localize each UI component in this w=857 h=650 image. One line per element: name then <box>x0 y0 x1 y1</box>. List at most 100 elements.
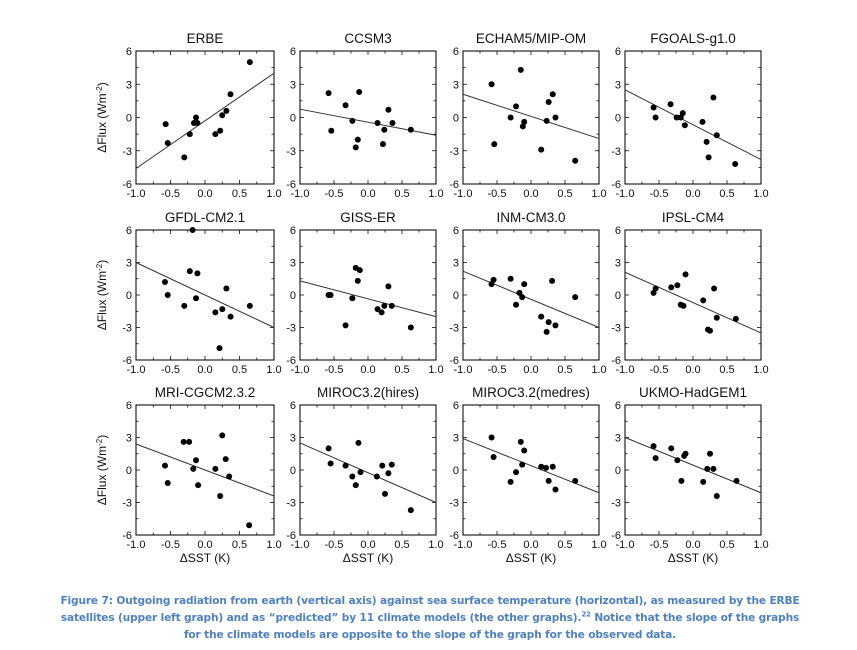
data-point <box>164 139 171 146</box>
data-point <box>194 120 201 127</box>
y-tick-label: -6 <box>122 355 132 367</box>
y-tick-label: 0 <box>126 290 132 302</box>
y-tick-label: 0 <box>126 465 132 477</box>
y-tick-label: 6 <box>290 400 296 412</box>
data-point <box>713 493 720 499</box>
y-tick-label: 6 <box>126 400 132 412</box>
data-point <box>382 490 388 497</box>
data-point <box>521 447 528 454</box>
data-point <box>490 454 497 460</box>
x-tick-label: -0.5 <box>161 364 180 376</box>
data-point <box>349 473 356 480</box>
y-tick-label: 0 <box>290 465 296 477</box>
x-tick-label: 0.0 <box>685 188 700 200</box>
data-point <box>349 117 356 124</box>
data-point <box>668 445 675 452</box>
y-tick-label: -3 <box>122 146 132 158</box>
data-point <box>538 463 545 470</box>
data-point <box>212 465 219 472</box>
data-point <box>652 285 659 292</box>
panel-title: ERBE <box>187 31 224 46</box>
data-point <box>407 507 414 514</box>
data-point <box>711 285 718 292</box>
data-point <box>246 522 253 529</box>
x-tick-label: 0.0 <box>523 539 538 551</box>
plot-frame <box>299 50 437 185</box>
data-point <box>217 127 224 134</box>
data-point <box>707 327 713 334</box>
data-point <box>650 443 657 450</box>
y-tick-label: 3 <box>126 79 132 91</box>
x-tick-label: -0.5 <box>488 364 507 376</box>
data-point <box>389 120 396 127</box>
data-point <box>186 438 193 445</box>
data-point <box>379 141 386 148</box>
y-tick-label: 0 <box>126 113 132 125</box>
x-tick-label: -1.0 <box>616 364 635 376</box>
data-point <box>713 314 720 321</box>
y-tick-label: -3 <box>449 146 459 158</box>
y-tick-label: 6 <box>453 225 459 237</box>
data-point <box>226 473 233 480</box>
y-tick-label: -6 <box>449 179 459 191</box>
plot-frame <box>299 229 437 361</box>
panel-mri-cgcm2-3-2: MRI-CGCM2.3.2 -1.0 -0.5 0.0 0.5 1.0 6 3 0 -3 -6 ΔFl… <box>95 385 282 565</box>
data-point <box>700 478 707 485</box>
panel-gfdl-cm2-1: GFDL-CM2.1 -1.0 -0.5 0.0 0.5 1.0 6 3 0 -3 -6 ΔFlux … <box>95 210 282 376</box>
data-point <box>327 292 334 298</box>
caption-text-1: Figure 7: Outgoing radiation from earth … <box>60 595 800 624</box>
y-tick-label: -6 <box>122 179 132 191</box>
data-point <box>707 450 713 457</box>
y-tick-label: -3 <box>611 323 621 335</box>
y-tick-label: 0 <box>615 465 621 477</box>
data-point <box>682 271 689 278</box>
y-tick-label: 3 <box>126 433 132 445</box>
data-point <box>193 295 200 302</box>
y-tick-label: -3 <box>286 146 296 158</box>
x-tick-label: 1.0 <box>591 539 606 551</box>
data-point <box>519 461 526 468</box>
panel-erbe: ERBE -1.0 -0.5 0.0 0.5 1.0 6 3 0 -3 -6 ΔFlux (Wm-2) <box>95 31 282 200</box>
data-point <box>699 118 706 125</box>
x-tick-label: -0.5 <box>325 539 344 551</box>
x-tick-label: -0.5 <box>325 364 344 376</box>
panel-title: INM-CM3.0 <box>496 210 565 225</box>
data-point <box>513 301 520 308</box>
data-point <box>186 131 193 138</box>
footnote-marker: 22 <box>581 610 591 619</box>
x-tick-label: -1.0 <box>127 188 146 200</box>
data-point <box>189 227 196 233</box>
data-point <box>212 131 219 138</box>
data-point <box>549 463 556 470</box>
data-point <box>193 114 200 121</box>
data-point <box>552 114 559 121</box>
data-point <box>549 277 556 284</box>
data-point <box>246 302 253 309</box>
data-point <box>352 144 359 151</box>
x-axis-label: ΔSST (K) <box>668 551 718 565</box>
data-point <box>732 161 739 168</box>
plot-frame <box>462 50 600 185</box>
x-tick-label: 0.5 <box>394 364 409 376</box>
y-tick-label: 6 <box>290 46 296 58</box>
y-tick-label: 3 <box>615 433 621 445</box>
panel-echam5-mip-om: ECHAM5/MIP-OM -1.0 -0.5 0.0 0.5 1.0 6 3 0 -3 -6 <box>449 31 606 200</box>
x-tick-label: -1.0 <box>291 539 310 551</box>
panel-title: GFDL-CM2.1 <box>165 210 245 225</box>
data-point <box>222 456 229 463</box>
data-point <box>513 103 520 110</box>
data-point <box>342 102 349 109</box>
y-tick-label: 0 <box>615 113 621 125</box>
data-point <box>161 279 168 285</box>
data-point <box>517 438 524 445</box>
data-point <box>732 315 739 322</box>
panel-title: MIROC3.2(medres) <box>472 385 590 400</box>
data-point <box>216 345 223 352</box>
data-point <box>355 439 362 446</box>
data-point <box>704 465 711 472</box>
data-point <box>374 306 381 313</box>
data-point <box>327 460 334 467</box>
x-tick-label: 0.5 <box>394 539 409 551</box>
data-point <box>572 294 579 301</box>
plot-frame <box>462 229 600 361</box>
